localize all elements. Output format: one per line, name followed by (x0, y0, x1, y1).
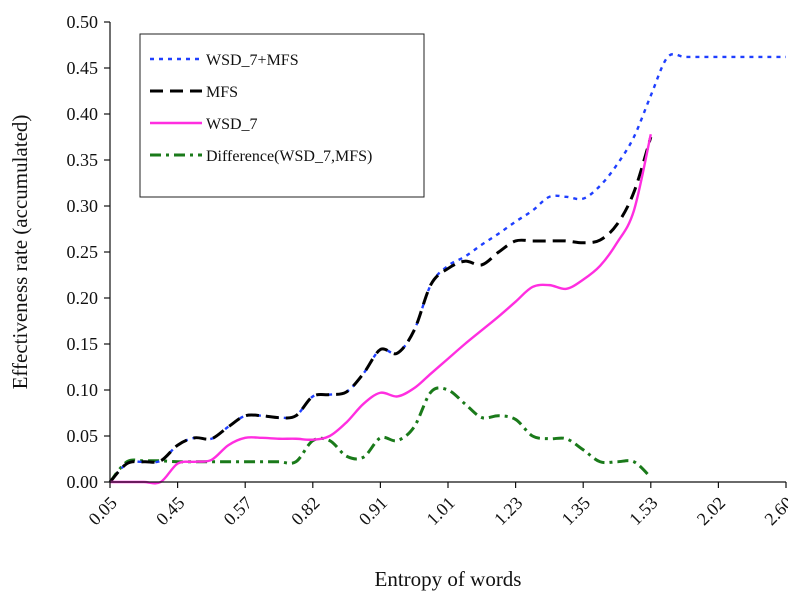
y-tick-label: 0.50 (67, 12, 99, 32)
x-tick-label: 1.01 (422, 493, 458, 529)
legend-label: WSD_7 (206, 116, 258, 133)
y-tick-label: 0.25 (67, 242, 99, 262)
x-axis-title: Entropy of words (375, 567, 522, 591)
y-tick-label: 0.30 (67, 196, 99, 216)
x-tick-label: 2.60 (760, 493, 788, 529)
x-tick-label: 0.82 (287, 493, 323, 529)
legend: WSD_7+MFS MFS WSD_7 Difference(WSD_7,MFS) (139, 33, 425, 198)
x-tick-label: 1.23 (490, 493, 526, 529)
x-axis-ticks: 0.05 0.45 0.57 0.82 0.91 1.01 1.23 1.35 1.53 2.02… (84, 482, 788, 529)
y-tick-label: 0.45 (67, 58, 99, 78)
y-axis-title: Effectiveness rate (accumulated) (8, 115, 32, 390)
series-line-mfs (108, 136, 653, 484)
legend-label: MFS (206, 84, 238, 101)
series-line-difference-wsd-7-mfs (108, 386, 652, 483)
y-tick-label: 0.20 (67, 288, 99, 308)
y-tick-label: 0.10 (67, 380, 99, 400)
y-tick-label: 0.35 (67, 150, 99, 170)
x-tick-label: 1.35 (558, 493, 594, 529)
y-tick-label: 0.40 (67, 104, 99, 124)
y-tick-label: 0.05 (67, 426, 99, 446)
y-tick-label: 0.15 (67, 334, 99, 354)
x-tick-label: 0.57 (220, 493, 256, 529)
x-tick-label: 1.53 (625, 493, 661, 529)
legend-label: WSD_7+MFS (206, 52, 299, 69)
x-tick-label: 0.91 (355, 493, 391, 529)
x-tick-label: 0.05 (84, 493, 120, 529)
legend-box (139, 33, 425, 198)
x-tick-label: 0.45 (152, 493, 188, 529)
series-line-wsd-7 (110, 133, 652, 485)
legend-label: Difference(WSD_7,MFS) (206, 148, 372, 165)
series-line-wsd-7-mfs (109, 52, 786, 483)
x-tick-label: 2.02 (693, 493, 729, 529)
series-layer (108, 52, 786, 485)
y-tick-label: 0.00 (67, 472, 99, 492)
y-axis-ticks: 0.00 0.05 0.10 0.15 0.20 0.25 0.30 0.35 0.40 0.45… (67, 12, 110, 492)
